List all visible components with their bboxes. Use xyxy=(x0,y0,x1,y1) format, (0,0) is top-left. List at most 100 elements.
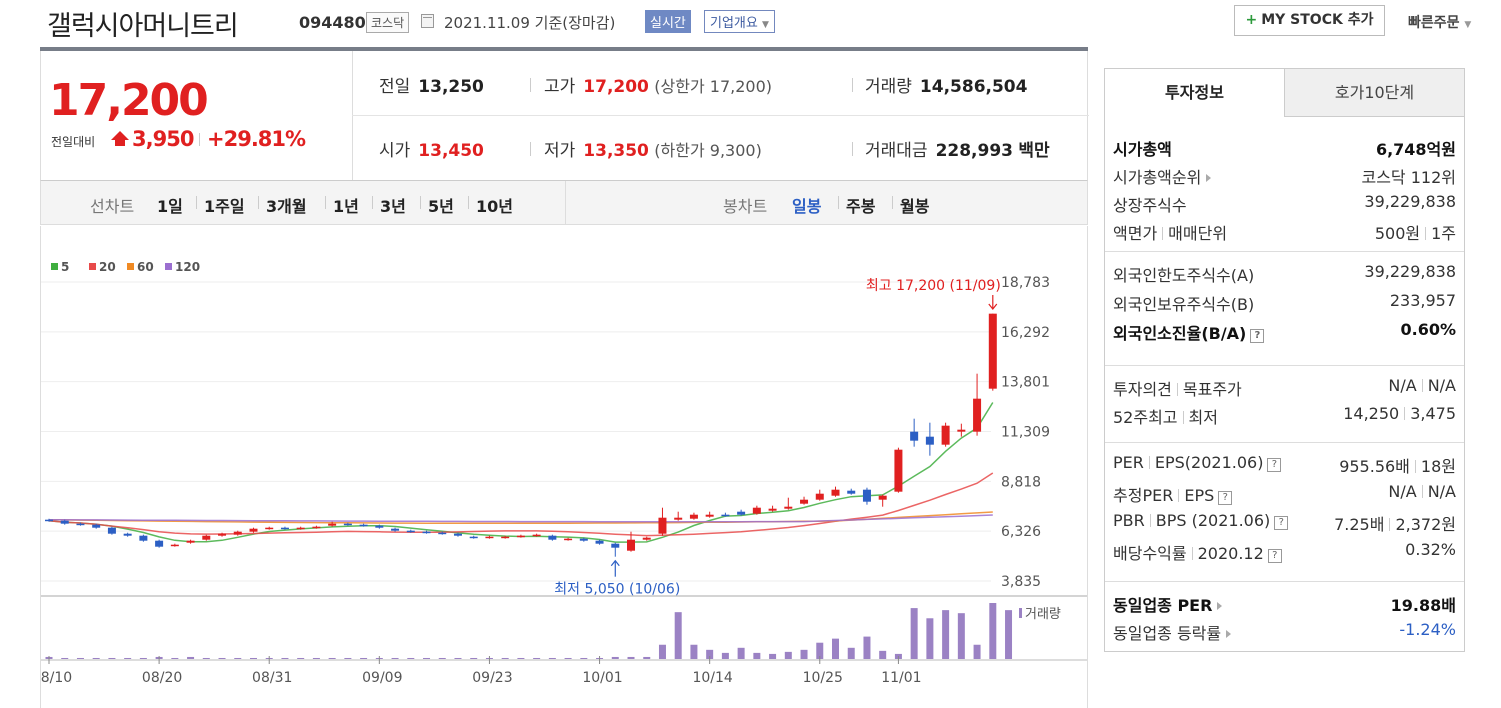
line-period-4[interactable]: 3년 xyxy=(380,197,406,216)
y-tick-label: 13,801 xyxy=(1001,375,1050,391)
candle-body xyxy=(548,535,557,540)
volume: 거래량 14,586,504 xyxy=(865,77,1028,97)
stock-code: 094480 xyxy=(299,13,366,32)
candle-body xyxy=(957,429,966,432)
info-value: N/A N/A xyxy=(1388,376,1456,395)
high-arrow-head xyxy=(988,303,998,310)
info-value-text: 0.32% xyxy=(1405,540,1456,559)
candle-body xyxy=(752,507,761,514)
chevron-right-icon xyxy=(1226,630,1232,638)
candle-body xyxy=(249,528,258,532)
volume-bar xyxy=(548,657,556,659)
info-value: 233,957 xyxy=(1390,291,1456,310)
info-value: 코스닥 112위 xyxy=(1361,164,1456,188)
candle-body xyxy=(988,313,997,389)
candle-body xyxy=(453,533,462,536)
candle-body xyxy=(60,520,69,524)
candle-body xyxy=(485,536,494,539)
divider xyxy=(892,196,893,209)
candle-body xyxy=(705,514,714,517)
candle-body xyxy=(469,536,478,539)
candle-period-2[interactable]: 월봉 xyxy=(900,197,930,216)
volume-bar xyxy=(297,657,305,659)
divider xyxy=(1176,383,1178,396)
info-key-label: 배당수익률 xyxy=(1113,544,1187,563)
my-stock-add-button[interactable]: + MY STOCK 추가 xyxy=(1234,5,1385,36)
line-chart-label: 선차트 xyxy=(90,197,135,216)
info-key-label-2: 2020.12 xyxy=(1197,544,1264,563)
help-icon[interactable]: ? xyxy=(1250,329,1265,343)
info-value-text-2: N/A xyxy=(1427,482,1456,501)
line-period-3[interactable]: 1년 xyxy=(333,197,359,216)
volume-bar xyxy=(658,644,666,659)
help-icon[interactable]: ? xyxy=(1267,549,1282,563)
candle-period-1[interactable]: 주봉 xyxy=(846,197,876,216)
line-period-1[interactable]: 1주일 xyxy=(204,197,245,216)
candle-body xyxy=(910,431,919,441)
divider xyxy=(468,196,469,209)
info-key[interactable]: 동일업종 PER xyxy=(1113,592,1223,616)
quick-order-dropdown[interactable]: 빠른주문 ▼ xyxy=(1408,12,1471,32)
divider xyxy=(565,181,566,224)
candle-body xyxy=(800,499,809,504)
help-icon[interactable]: ? xyxy=(1267,458,1282,472)
y-tick-label: 8,818 xyxy=(1001,474,1041,490)
candle-body xyxy=(862,489,871,502)
volume-bar xyxy=(863,636,871,659)
info-key: 52주최고 최저 xyxy=(1113,404,1218,428)
company-info-dropdown[interactable]: 기업개요 ▼ xyxy=(704,10,775,33)
volume-bar xyxy=(973,644,981,659)
info-key[interactable]: 시가총액순위 xyxy=(1113,164,1212,188)
info-key-label-2: 최저 xyxy=(1188,408,1218,427)
volume-bar xyxy=(61,657,69,659)
info-key-label: 상장주식수 xyxy=(1113,196,1187,215)
volume-bar xyxy=(769,653,777,659)
divider xyxy=(1425,227,1427,240)
divider xyxy=(1421,379,1423,392)
divider xyxy=(352,115,1089,116)
chevron-down-icon: ▼ xyxy=(1464,20,1472,30)
info-row: 투자의견 목표주가 N/A N/A xyxy=(1113,376,1456,402)
volume-bar xyxy=(611,656,619,659)
help-icon[interactable]: ? xyxy=(1274,516,1289,530)
tab-orderbook[interactable]: 호가10단계 xyxy=(1285,69,1464,117)
reference-date: 2021.11.09 기준(장마감) xyxy=(444,14,616,32)
plus-icon: + xyxy=(1245,12,1258,28)
candle-body xyxy=(312,526,321,529)
line-period-5[interactable]: 5년 xyxy=(428,197,454,216)
chevron-right-icon xyxy=(1206,174,1212,182)
line-period-6[interactable]: 10년 xyxy=(476,197,513,216)
divider xyxy=(196,196,197,209)
help-icon[interactable]: ? xyxy=(1218,491,1233,505)
candle-period-0[interactable]: 일봉 xyxy=(792,197,822,216)
realtime-button[interactable]: 실시간 xyxy=(645,10,691,33)
candle-body xyxy=(45,519,53,522)
candlestick-chart[interactable]: 5 20 60 120 18,783 16,292 13,801 11,309 8,818 6,3… xyxy=(32,226,1087,708)
line-period-0[interactable]: 1일 xyxy=(157,197,183,216)
x-tick-label: 08/10 xyxy=(41,670,72,686)
info-value-text: 19.88배 xyxy=(1390,596,1456,615)
line-period-2[interactable]: 3개월 xyxy=(266,197,307,216)
x-tick-label: 08/31 xyxy=(252,670,292,686)
candle-body xyxy=(92,524,101,528)
info-row: 액면가 매매단위 500원 1주 xyxy=(1113,220,1456,246)
info-row: 52주최고 최저 14,250 3,475 xyxy=(1113,404,1456,430)
stock-chart: 5 20 60 120 18,783 16,292 13,801 11,309 8,818 6,3… xyxy=(32,226,1088,708)
change-percent: +29.81% xyxy=(207,127,306,151)
info-key-label: 외국인소진율(B/A) xyxy=(1113,324,1247,343)
legend-label: 60 xyxy=(137,260,154,274)
info-key-label-2: BPS (2021.06) xyxy=(1155,511,1271,530)
info-value-text: 코스닥 112위 xyxy=(1361,168,1456,187)
info-key-label: 외국인보유주식수(B) xyxy=(1113,295,1255,314)
info-value-text: -1.24% xyxy=(1399,620,1456,639)
info-key[interactable]: 동일업종 등락률 xyxy=(1113,620,1232,644)
chart-period-toolbar: 선차트 봉차트 1일 1주일 3개월 1년 3년 5년 10년 일봉 주봉 월봉 xyxy=(40,181,1088,225)
volume-bar xyxy=(312,657,320,659)
volume-label: 거래량 xyxy=(1025,607,1061,622)
my-stock-label: MY STOCK 추가 xyxy=(1261,12,1374,28)
tab-invest-info[interactable]: 투자정보 xyxy=(1105,69,1285,117)
divider xyxy=(1389,518,1391,531)
info-value: 500원 1주 xyxy=(1375,220,1456,244)
info-key-label: PER xyxy=(1113,453,1144,472)
candle-body xyxy=(831,489,840,496)
